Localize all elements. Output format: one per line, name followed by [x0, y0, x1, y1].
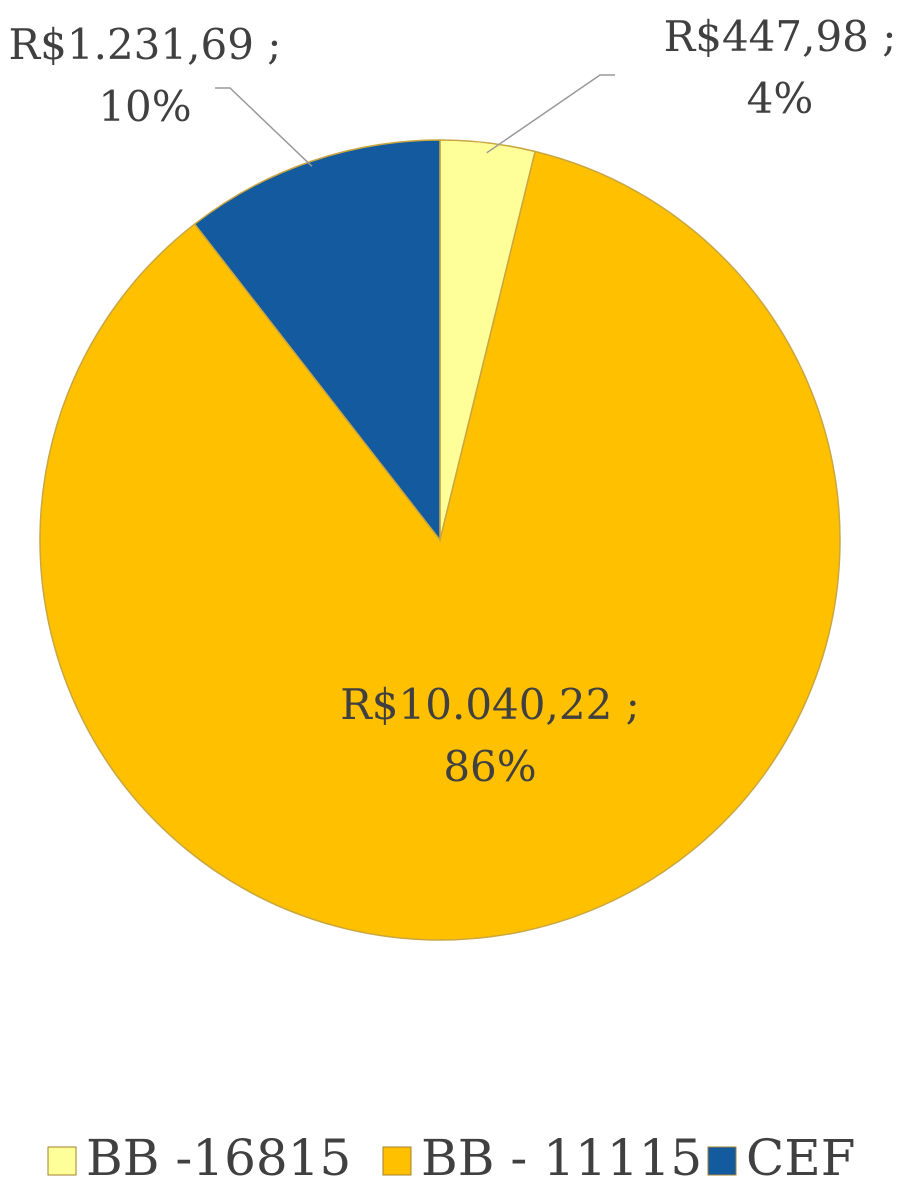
pie-slice [193, 139, 441, 543]
legend-swatch [707, 1146, 737, 1176]
legend-label: BB -16815 [86, 1129, 351, 1187]
leader-line [486, 74, 615, 154]
data-label: R$10.040,22 ; [340, 680, 640, 729]
legend-label: BB - 11115 [421, 1129, 702, 1187]
legend-swatch [382, 1146, 412, 1176]
data-label: R$447,98 ; [664, 12, 897, 61]
percent-label: 10% [98, 82, 191, 131]
percent-label: 86% [443, 742, 536, 791]
legend-label: CEF [746, 1129, 855, 1187]
percent-label: 4% [747, 74, 814, 123]
leader-line [215, 87, 313, 167]
legend-swatch [47, 1146, 77, 1176]
pie-slice [39, 150, 841, 941]
data-label: R$1.231,69 ; [9, 20, 282, 69]
